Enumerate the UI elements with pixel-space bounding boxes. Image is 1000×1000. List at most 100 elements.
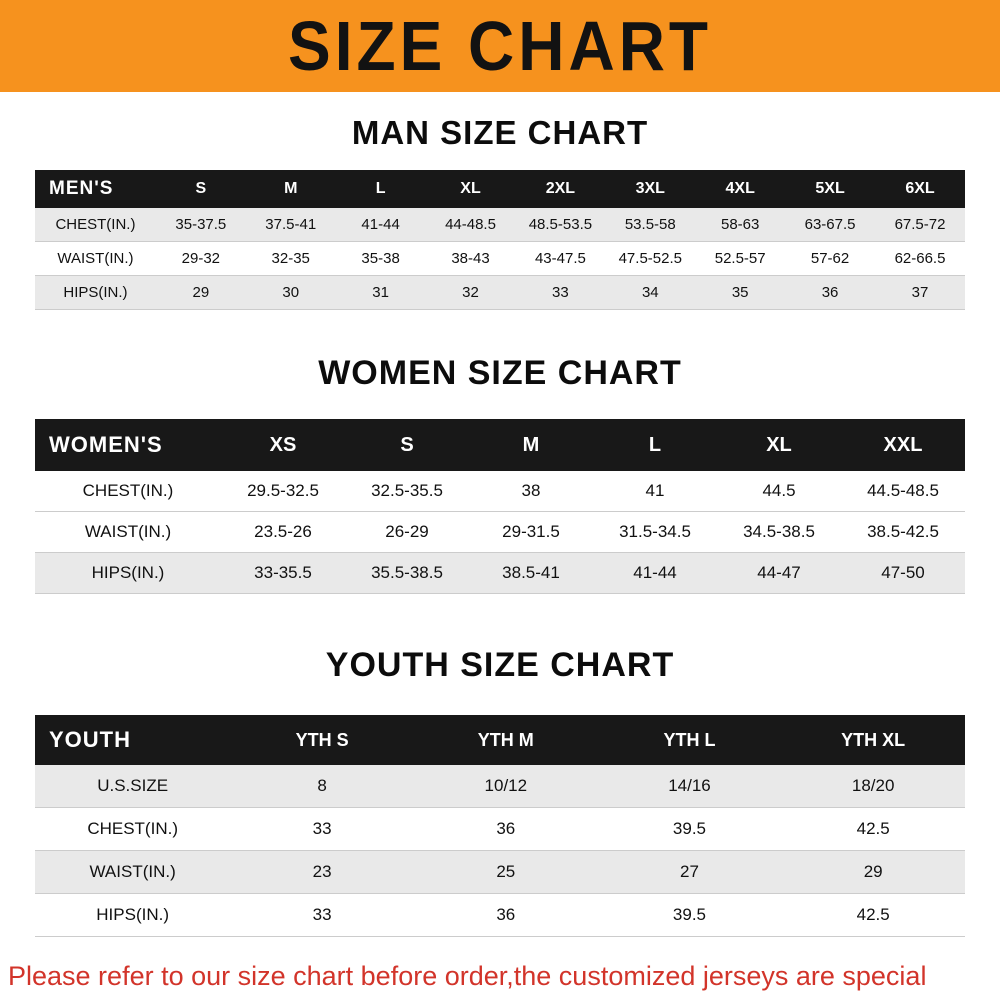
size-column-header: 6XL [905, 180, 935, 197]
table-title: YOUTH [49, 727, 131, 752]
size-value: 33-35.5 [254, 563, 312, 582]
row-label: HIPS(IN.) [91, 563, 165, 582]
size-value: 39.5 [672, 819, 707, 838]
size-value: 41-44 [633, 563, 677, 582]
size-value: 29.5-32.5 [247, 481, 319, 500]
size-column-header: S [195, 180, 207, 197]
size-value: 42.5 [856, 905, 890, 924]
size-value: 43-47.5 [534, 250, 586, 267]
size-value: 33 [312, 819, 332, 838]
size-column-header: XXL [883, 433, 923, 456]
men-section-heading: MAN SIZE CHART [351, 114, 649, 151]
measurement-row: CHEST(IN.) 35-37.5 37.5-41 41-44 44-48.5 48.5… [35, 208, 965, 242]
table-header-row: WOMEN'S XS S M L XL XXL [35, 419, 965, 471]
row-label: CHEST(IN.) [55, 216, 136, 233]
size-value: 31 [372, 284, 389, 301]
size-value: 57-62 [810, 250, 850, 267]
size-column-header: L [648, 433, 662, 456]
table-header-row: MEN'S S M L XL 2XL 3XL 4XL 5XL 6XL [35, 170, 965, 208]
size-value: 44-48.5 [445, 216, 496, 233]
size-value: 30 [282, 284, 300, 301]
size-value: 35.5-38.5 [371, 563, 443, 582]
size-value: 33 [552, 284, 569, 301]
size-value: 29-32 [181, 250, 221, 267]
size-value: 23 [312, 862, 332, 881]
size-column-header: 4XL [725, 180, 755, 197]
size-value: 10/12 [484, 776, 528, 795]
women-size-table: WOMEN'S XS S M L XL XXL CHEST(IN.) 29.5-32.5 32.5… [35, 419, 965, 594]
size-value: 8 [317, 776, 327, 795]
size-value: 38.5-42.5 [867, 522, 939, 541]
size-value: 37.5-41 [265, 216, 317, 233]
size-column-header: 3XL [635, 180, 665, 197]
size-value: 36 [496, 905, 516, 924]
size-value: 58-63 [720, 216, 760, 233]
size-value: 32.5-35.5 [371, 481, 443, 500]
size-column-header: YTH XL [841, 729, 906, 750]
size-value: 47-50 [881, 563, 925, 582]
size-value: 31.5-34.5 [619, 522, 691, 541]
table-title: WOMEN'S [49, 432, 163, 457]
row-label: HIPS(IN.) [96, 905, 170, 924]
size-value: 48.5-53.5 [528, 216, 593, 233]
measurement-row: HIPS(IN.) 29 30 31 32 33 34 35 36 37 [35, 275, 965, 310]
size-value: 52.5-57 [714, 250, 766, 267]
size-value: 53.5-58 [624, 216, 676, 233]
size-column-header: S [400, 433, 414, 456]
size-value: 26-29 [385, 522, 429, 541]
size-value: 32 [462, 284, 479, 301]
section-men: MAN SIZE CHART MEN'S S M L XL 2XL 3XL 4XL 5XL 6XL… [0, 114, 1000, 310]
row-label: U.S.SIZE [97, 776, 169, 795]
women-section-heading: WOMEN SIZE CHART [318, 354, 682, 392]
footer-note-line-1: Please refer to our size chart before or… [8, 961, 927, 1000]
men-size-table: MEN'S S M L XL 2XL 3XL 4XL 5XL 6XL CHEST(IN.) 35-37… [35, 170, 965, 310]
row-label: WAIST(IN.) [57, 250, 134, 267]
measurement-row: CHEST(IN.) 29.5-32.5 32.5-35.5 38 41 44.5 44.5… [35, 471, 965, 512]
measurement-row: WAIST(IN.) 23 25 27 29 [35, 850, 965, 894]
size-value: 34.5-38.5 [743, 522, 815, 541]
measurement-row: WAIST(IN.) 23.5-26 26-29 29-31.5 31.5-34.5 34… [35, 511, 965, 553]
measurement-row: CHEST(IN.) 33 36 39.5 42.5 [35, 807, 965, 851]
size-value: 63-67.5 [804, 216, 856, 233]
size-value: 38 [521, 481, 541, 500]
size-chart-banner: SIZE CHART [0, 0, 1000, 92]
size-value: 42.5 [856, 819, 890, 838]
measurement-row: WAIST(IN.) 29-32 32-35 35-38 38-43 43-47.5 47.… [35, 241, 965, 276]
size-value: 14/16 [668, 776, 711, 795]
table-header-row: YOUTH YTH S YTH M YTH L YTH XL [35, 715, 965, 765]
page-title: SIZE CHART [288, 7, 712, 85]
size-value: 44-47 [757, 563, 801, 582]
footer-note: Please refer to our size chart before or… [8, 959, 992, 1000]
size-value: 35 [731, 284, 749, 301]
size-value: 37 [911, 284, 929, 301]
size-column-header: 2XL [545, 180, 576, 197]
size-column-header: YTH S [295, 729, 349, 750]
size-value: 34 [641, 284, 659, 301]
size-column-header: 5XL [815, 180, 845, 197]
size-value: 38.5-41 [502, 563, 560, 582]
size-value: 36 [821, 284, 839, 301]
size-column-header: M [284, 180, 298, 197]
size-value: 29-31.5 [502, 522, 560, 541]
size-value: 47.5-52.5 [618, 250, 682, 267]
measurement-row: HIPS(IN.) 33-35.5 35.5-38.5 38.5-41 41-44 44-… [35, 552, 965, 594]
size-value: 41-44 [361, 216, 400, 233]
size-value: 35-38 [361, 250, 400, 267]
size-value: 32-35 [271, 250, 310, 267]
row-label: CHEST(IN.) [87, 819, 178, 838]
size-value: 41 [645, 481, 665, 500]
size-column-header: XL [766, 433, 792, 456]
size-column-header: YTH M [477, 729, 534, 750]
size-value: 25 [496, 862, 516, 881]
size-column-header: L [375, 180, 386, 197]
table-title: MEN'S [49, 178, 114, 199]
size-value: 23.5-26 [254, 522, 312, 541]
row-label: CHEST(IN.) [82, 481, 174, 500]
youth-size-table: YOUTH YTH S YTH M YTH L YTH XL U.S.SIZE 8 10/12… [35, 715, 965, 937]
size-value: 44.5 [762, 481, 796, 500]
size-value: 44.5-48.5 [867, 481, 939, 500]
row-label: WAIST(IN.) [89, 862, 176, 881]
row-label: WAIST(IN.) [84, 522, 172, 541]
size-value: 27 [680, 862, 699, 881]
size-value: 33 [312, 905, 332, 924]
